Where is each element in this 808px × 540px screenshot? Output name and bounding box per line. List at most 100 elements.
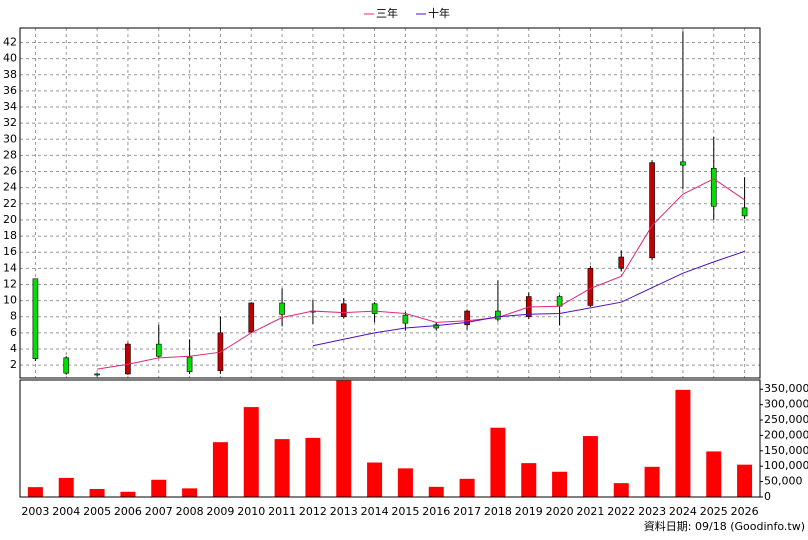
bar xyxy=(243,407,259,497)
x-tick-label: 2014 xyxy=(361,505,389,518)
bar xyxy=(274,439,290,497)
x-tick-label: 2015 xyxy=(391,505,419,518)
bar xyxy=(552,471,568,497)
bar xyxy=(675,389,691,497)
x-tick-label: 2022 xyxy=(607,505,635,518)
legend-label: 十年 xyxy=(428,6,450,20)
candle-body xyxy=(402,314,409,324)
x-tick-label: 2004 xyxy=(52,505,80,518)
source-note: 資料日期: 09/18 (Goodinfo.tw) xyxy=(644,519,805,533)
x-tick-label: 2012 xyxy=(299,505,327,518)
candle-body xyxy=(587,268,594,306)
y-tick-label: 36 xyxy=(3,84,17,97)
candle-body xyxy=(155,343,162,357)
x-tick-label: 2018 xyxy=(484,505,512,518)
y-tick-label: 18 xyxy=(3,229,17,242)
x-tick-label: 2003 xyxy=(21,505,49,518)
bar xyxy=(644,466,660,497)
x-tick-label: 2008 xyxy=(176,505,204,518)
bar xyxy=(305,437,321,497)
candle-body xyxy=(680,161,686,166)
candle-body xyxy=(32,278,39,359)
y-tick-label: 150,000 xyxy=(764,444,808,457)
y-tick-label: 200,000 xyxy=(764,428,808,441)
bar xyxy=(428,486,444,497)
bar xyxy=(182,488,198,497)
bar xyxy=(367,462,383,497)
x-tick-label: 2024 xyxy=(669,505,697,518)
y-tick-label: 300,000 xyxy=(764,398,808,411)
x-tick-label: 2017 xyxy=(453,505,481,518)
y-tick-label: 12 xyxy=(3,277,17,290)
candle-body xyxy=(186,356,193,372)
candle-body xyxy=(125,343,131,375)
y-tick-label: 14 xyxy=(3,261,17,274)
ma-line xyxy=(312,250,745,347)
candle-body xyxy=(649,162,655,259)
y-tick-label: 50,000 xyxy=(764,475,803,488)
y-tick-label: 40 xyxy=(3,52,17,65)
bar xyxy=(706,451,722,497)
y-tick-label: 16 xyxy=(3,245,17,258)
y-tick-label: 26 xyxy=(3,165,17,178)
y-tick-label: 38 xyxy=(3,68,17,81)
y-tick-label: 34 xyxy=(3,100,17,113)
candle-body xyxy=(433,324,440,329)
candle-body xyxy=(495,310,501,320)
candle-body xyxy=(371,303,378,314)
candle-body xyxy=(464,310,470,326)
bar xyxy=(613,483,629,497)
y-tick-label: 42 xyxy=(3,36,17,49)
bar xyxy=(397,468,413,497)
x-tick-label: 2019 xyxy=(515,505,543,518)
plot-frame xyxy=(19,379,761,498)
bar xyxy=(120,491,136,497)
y-tick-label: 250,000 xyxy=(764,413,808,426)
x-tick-label: 2021 xyxy=(576,505,604,518)
y-tick-label: 32 xyxy=(3,116,17,129)
x-tick-label: 2025 xyxy=(700,505,728,518)
plot-frame xyxy=(19,27,761,379)
y-tick-label: 6 xyxy=(10,326,17,339)
candle-body xyxy=(340,303,347,318)
legend-label: 三年 xyxy=(376,6,398,20)
bar xyxy=(151,479,167,497)
y-tick-label: 0 xyxy=(764,490,771,503)
ma-line xyxy=(97,178,745,370)
x-tick-label: 2013 xyxy=(330,505,358,518)
y-tick-label: 8 xyxy=(10,310,17,323)
y-tick-label: 10 xyxy=(3,294,17,307)
bar xyxy=(459,478,475,497)
x-tick-label: 2010 xyxy=(237,505,265,518)
bar xyxy=(582,436,598,497)
candle-body xyxy=(710,168,717,207)
candle-body xyxy=(248,302,255,333)
candle-body xyxy=(94,373,100,376)
x-tick-label: 2005 xyxy=(83,505,111,518)
y-tick-label: 4 xyxy=(10,342,17,355)
y-tick-label: 100,000 xyxy=(764,459,808,472)
bar xyxy=(737,464,753,497)
bar xyxy=(58,477,74,497)
y-tick-label: 24 xyxy=(3,181,17,194)
candle-body xyxy=(741,207,748,217)
y-tick-label: 350,000 xyxy=(764,382,808,395)
y-tick-label: 30 xyxy=(3,132,17,145)
bar xyxy=(89,488,105,497)
x-tick-label: 2023 xyxy=(638,505,666,518)
candle-body xyxy=(63,357,70,374)
candle-body xyxy=(618,256,625,269)
x-tick-label: 2006 xyxy=(114,505,142,518)
bar xyxy=(212,442,228,497)
x-tick-label: 2016 xyxy=(422,505,450,518)
x-tick-label: 2020 xyxy=(546,505,574,518)
bar xyxy=(490,427,506,497)
y-tick-label: 2 xyxy=(10,358,17,371)
x-tick-label: 2026 xyxy=(731,505,759,518)
x-tick-label: 2011 xyxy=(268,505,296,518)
y-tick-label: 28 xyxy=(3,148,17,161)
candle-body xyxy=(279,302,285,315)
bar xyxy=(336,380,352,497)
bar xyxy=(521,463,537,497)
